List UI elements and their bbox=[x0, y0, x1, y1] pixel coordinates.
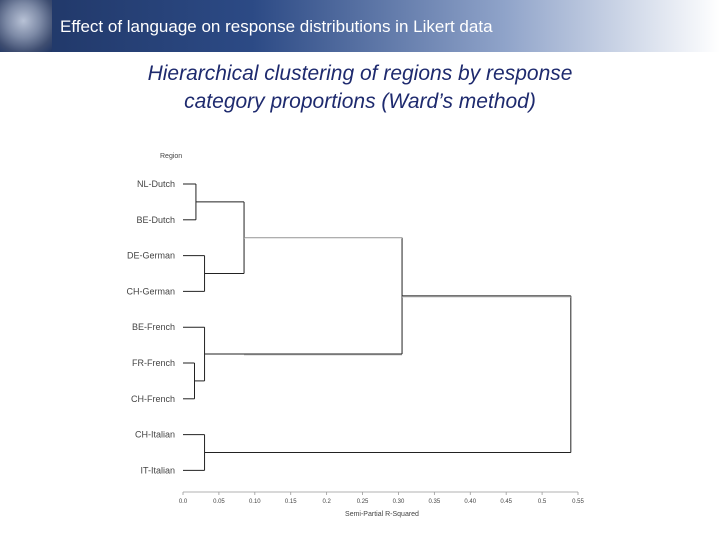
slide-title: Hierarchical clustering of regions by re… bbox=[60, 60, 660, 116]
x-tick-label: 0.2 bbox=[322, 499, 331, 505]
leaf-label-ch-german: CH-German bbox=[126, 286, 175, 296]
slide-title-line-2: category proportions (Ward’s method) bbox=[184, 90, 536, 113]
x-tick-label: 0.5 bbox=[538, 499, 547, 505]
leaf-label-de-german: DE-German bbox=[127, 251, 175, 261]
region-label-header: Region bbox=[160, 153, 182, 160]
dendrogram-branches bbox=[183, 183, 572, 471]
leaf-label-ch-italian: CH-Italian bbox=[135, 430, 175, 440]
leaf-label-nl-dutch: NL-Dutch bbox=[137, 179, 175, 189]
x-tick-label: 0.40 bbox=[464, 499, 476, 505]
x-tick-label: 0.55 bbox=[572, 499, 584, 505]
x-tick-label: 0.10 bbox=[249, 499, 261, 505]
header-title: Effect of language on response distribut… bbox=[60, 17, 493, 36]
leaf-label-be-dutch: BE-Dutch bbox=[136, 215, 175, 225]
x-axis-title: Semi-Partial R-Squared bbox=[345, 511, 419, 518]
university-logo bbox=[0, 0, 52, 52]
x-tick-label: 0.35 bbox=[429, 499, 441, 505]
x-tick-label: 0.0 bbox=[179, 499, 188, 505]
x-tick-label: 0.15 bbox=[285, 499, 297, 505]
x-tick-label: 0.05 bbox=[213, 499, 225, 505]
leaf-label-be-french: BE-French bbox=[132, 322, 175, 332]
slide-title-line-1: Hierarchical clustering of regions by re… bbox=[147, 62, 573, 85]
leaf-label-it-italian: IT-Italian bbox=[140, 465, 175, 475]
x-axis-ticks: 0.0 0.05 0.10 0.15 0.2 0.25 0.30 0.35 0.40 0.45 0.… bbox=[179, 492, 584, 505]
leaf-label-ch-french: CH-French bbox=[131, 394, 175, 404]
leaf-labels: NL-Dutch BE-Dutch DE-German CH-German BE-Fre… bbox=[126, 179, 175, 475]
leaf-label-fr-french: FR-French bbox=[132, 358, 175, 368]
x-tick-label: 0.25 bbox=[357, 499, 369, 505]
x-tick-label: 0.30 bbox=[393, 499, 405, 505]
slide-header: Effect of language on response distribut… bbox=[0, 0, 720, 52]
x-tick-label: 0.45 bbox=[500, 499, 512, 505]
